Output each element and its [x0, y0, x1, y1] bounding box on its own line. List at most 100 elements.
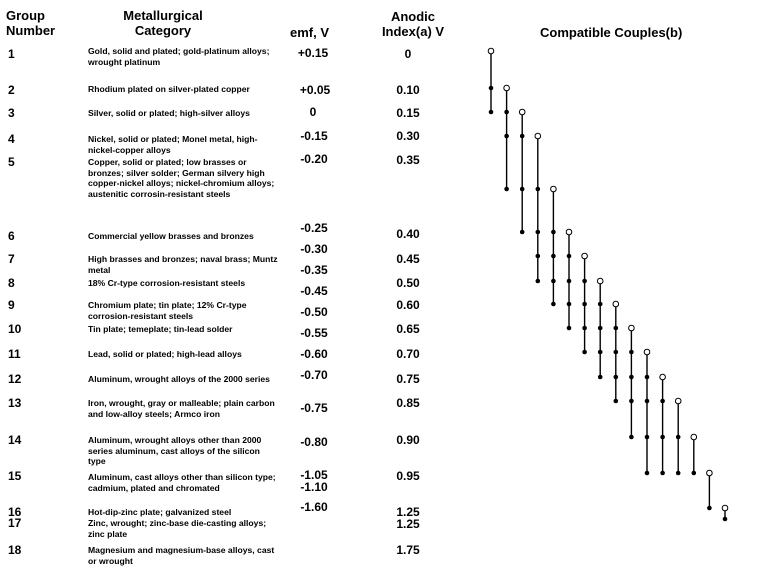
anodic-index-value: 0.90: [396, 433, 420, 447]
anode-marker: [629, 374, 634, 380]
anodic-header-line2: Index(a) V: [381, 24, 445, 39]
anode-marker: [519, 133, 525, 139]
group-number: 15: [8, 469, 22, 483]
anode-marker: [644, 434, 650, 440]
anode-marker: [691, 470, 697, 476]
anode-marker: [535, 278, 541, 284]
group-number: 1: [8, 47, 15, 61]
cathode-marker: [487, 47, 495, 55]
anode-marker: [660, 398, 665, 404]
anode-marker: [629, 349, 634, 355]
category-text: High brasses and bronzes; naval brass; M…: [88, 254, 278, 275]
group-number: 8: [8, 276, 15, 290]
emf-value: -0.55: [300, 326, 328, 340]
anode-marker: [722, 516, 728, 522]
category-text: Magnesium and magnesium-base alloys, cas…: [88, 545, 275, 566]
anode-marker: [504, 133, 509, 139]
category-header-line1: Metallurgical: [123, 8, 203, 23]
group-number: 7: [8, 252, 15, 266]
emf-value: -1.10: [300, 480, 328, 494]
anode-marker: [582, 278, 587, 284]
anodic-index-header: Anodic Index(a) V: [372, 9, 454, 39]
anode-marker: [566, 325, 572, 331]
anode-marker: [488, 85, 494, 91]
anode-marker: [566, 278, 572, 284]
anode-marker: [597, 325, 603, 331]
anodic-index-value: 1.25: [396, 517, 420, 531]
category-text: Silver, solid or plated; high-silver all…: [88, 108, 250, 118]
anodic-index-value: 0.30: [396, 129, 420, 143]
emf-value: -0.20: [300, 152, 328, 166]
anodic-index-value: 0.10: [396, 83, 420, 97]
group-number: 12: [8, 372, 22, 386]
anodic-header-line1: Anodic: [390, 9, 436, 24]
category-text: Iron, wrought, gray or malleable; plain …: [88, 398, 275, 419]
emf-value: -0.30: [300, 242, 328, 256]
cathode-marker: [721, 504, 729, 512]
category-text: Chromium plate; tin plate; 12% Cr-type c…: [88, 300, 247, 321]
group-number: 16: [8, 505, 22, 519]
emf-value: -0.50: [300, 305, 328, 319]
anodic-index-value: 0: [404, 47, 412, 61]
anode-marker: [551, 278, 556, 284]
anode-marker: [707, 505, 712, 511]
anodic-index-value: 0.50: [396, 276, 420, 290]
cathode-marker: [612, 300, 620, 308]
emf-value: +0.05: [299, 83, 331, 97]
category-header: Metallurgical Category: [104, 8, 222, 38]
anodic-index-value: 0.60: [396, 298, 420, 312]
cathode-marker: [690, 433, 698, 441]
anode-marker: [675, 470, 681, 476]
group-number: 3: [8, 106, 15, 120]
anode-marker: [597, 374, 603, 380]
category-text: Rhodium plated on silver-plated copper: [88, 84, 250, 94]
category-text: Aluminum, wrought alloys other than 2000…: [88, 435, 262, 467]
group-number: 5: [8, 155, 15, 169]
anodic-index-value: 0.75: [396, 372, 420, 386]
cathode-marker: [628, 324, 635, 332]
anode-marker: [519, 229, 525, 235]
anode-marker: [613, 374, 619, 380]
group-number: 10: [8, 322, 22, 336]
group-number: 4: [8, 132, 15, 146]
group-number: 9: [8, 298, 15, 312]
anode-marker: [582, 349, 587, 355]
category-text: Hot-dip-zinc plate; galvanized steel: [88, 507, 232, 517]
emf-value: -1.60: [300, 500, 328, 514]
anode-marker: [504, 109, 509, 115]
anodic-index-value: 0.65: [396, 322, 420, 336]
group-number: 17: [8, 516, 22, 530]
category-text: Copper, solid or plated; low brasses or …: [88, 157, 275, 199]
cathode-marker: [581, 252, 588, 260]
emf-value: -1.05: [300, 468, 328, 482]
anode-marker: [488, 109, 494, 115]
anode-marker: [535, 229, 541, 235]
group-number: 11: [8, 347, 21, 361]
anodic-index-value: 0.70: [396, 347, 420, 361]
anode-marker: [675, 434, 681, 440]
anode-marker: [582, 301, 587, 307]
anode-marker: [597, 349, 603, 355]
cathode-marker: [550, 185, 557, 193]
anode-marker: [644, 374, 650, 380]
anode-marker: [644, 470, 650, 476]
cathode-marker: [674, 397, 682, 405]
anode-marker: [504, 186, 509, 192]
category-header-line2: Category: [134, 23, 192, 38]
cathode-marker: [643, 348, 651, 356]
anodic-index-value: 0.40: [396, 227, 420, 241]
anodic-index-value: 0.15: [396, 106, 420, 120]
group-header-line1: Group: [6, 8, 45, 23]
anode-marker: [644, 398, 650, 404]
cathode-marker: [659, 373, 666, 381]
group-header-line2: Number: [6, 23, 56, 38]
anode-marker: [613, 349, 619, 355]
group-number-header: Group Number: [6, 8, 55, 38]
emf-value: -0.15: [300, 129, 328, 143]
group-number: 2: [8, 83, 15, 97]
anodic-index-value: 0.45: [396, 252, 420, 266]
cathode-marker: [518, 108, 526, 116]
category-text: Commercial yellow brasses and bronzes: [88, 231, 254, 241]
category-text: Zinc, wrought; zinc-base die-casting all…: [88, 518, 267, 539]
